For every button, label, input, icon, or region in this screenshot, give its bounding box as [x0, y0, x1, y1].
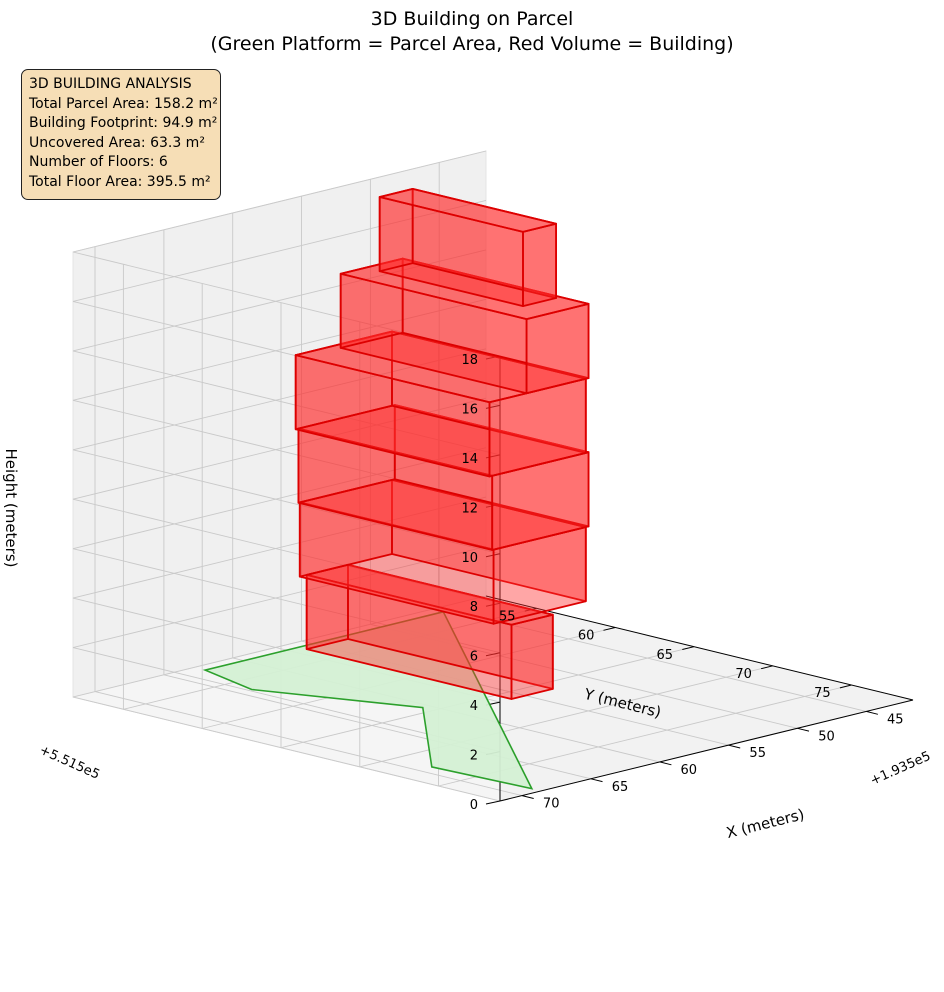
- z-tick-label: 0: [470, 798, 478, 813]
- x-tick-mark: [866, 710, 879, 715]
- grid-z-right: [72, 496, 487, 599]
- grid-z-left: [72, 449, 501, 555]
- x-offset-label: +1.935e5: [868, 749, 933, 789]
- grid-z-right: [72, 397, 487, 500]
- info-total-floor-area: Total Floor Area: 395.5 m²: [29, 173, 211, 190]
- z-tick-label: 14: [461, 452, 478, 467]
- z-tick-label: 10: [461, 551, 478, 566]
- z-tick-mark: [485, 404, 501, 409]
- z-tick-label: 16: [461, 402, 478, 417]
- z-axis-label: Height (meters): [2, 449, 20, 568]
- x-tick-label: 65: [612, 780, 629, 795]
- grid-z-right: [72, 249, 487, 352]
- grid-z-left: [72, 696, 501, 802]
- x-axis-label: X (meters): [724, 805, 806, 842]
- floor-face: [339, 257, 590, 321]
- grid-x-floor: [163, 674, 592, 780]
- x-tick-label: 50: [818, 729, 835, 744]
- x-axis-line: [485, 595, 914, 701]
- parcel-platform: [202, 610, 534, 790]
- floor-face: [378, 187, 557, 233]
- y-tick-mark: [760, 665, 773, 670]
- z-tick-mark: [485, 800, 501, 805]
- floor-box-5: [339, 257, 590, 395]
- y-tick-mark: [839, 684, 852, 689]
- z-tick-label: 4: [470, 699, 478, 714]
- y-axis-line: [499, 699, 914, 802]
- floor-box-1: [305, 563, 554, 700]
- x-tick-mark: [659, 761, 672, 766]
- x-tick-label: 45: [887, 713, 904, 728]
- z-tick-label: 2: [470, 749, 478, 764]
- grid-z-right: [72, 150, 487, 253]
- grid-z-right: [72, 298, 487, 401]
- z-tick-label: 18: [461, 353, 478, 368]
- x-tick-mark: [590, 778, 603, 783]
- z-tick-mark: [485, 454, 501, 459]
- y-tick-label: 65: [657, 648, 674, 663]
- x-tick-label: 60: [681, 763, 698, 778]
- grid-z-left: [72, 350, 501, 456]
- floor-box-3: [297, 404, 590, 551]
- floor-face: [294, 330, 587, 404]
- x-tick-label: 55: [749, 746, 766, 761]
- z-tick-label: 12: [461, 501, 478, 516]
- y-tick-label: 75: [814, 686, 831, 701]
- y-tick-label: 55: [499, 609, 516, 624]
- y-tick-label: 70: [735, 667, 752, 682]
- analysis-info-box: 3D BUILDING ANALYSIS Total Parcel Area: …: [21, 69, 221, 200]
- chart-title-line-1: 3D Building on Parcel: [371, 8, 574, 30]
- plot-area: [202, 187, 590, 790]
- z-tick-label: 6: [470, 650, 478, 665]
- z-tick-label: 8: [470, 600, 478, 615]
- grid-x-floor: [94, 691, 523, 797]
- info-building-footprint: Building Footprint: 94.9 m²: [29, 115, 218, 132]
- floor-face: [522, 222, 557, 308]
- info-heading: 3D BUILDING ANALYSIS: [29, 76, 192, 92]
- x-tick-mark: [728, 744, 741, 749]
- chart-title-line-2: (Green Platform = Parcel Area, Red Volum…: [210, 33, 733, 55]
- info-total-parcel-area: Total Parcel Area: 158.2 m²: [29, 95, 218, 112]
- floor-face: [510, 613, 554, 700]
- grid-z-right: [72, 447, 487, 550]
- floor-box-6: [378, 187, 557, 308]
- grid-z-left: [72, 498, 501, 604]
- y-offset-label: +5.515e5: [37, 743, 102, 783]
- x-tick-mark: [521, 795, 534, 799]
- y-tick-label: 60: [578, 629, 595, 644]
- floor-box-2: [298, 478, 587, 625]
- z-tick-mark: [485, 652, 501, 657]
- y-tick-mark: [682, 646, 695, 650]
- floor-box-4: [294, 330, 587, 478]
- axis-panes: [72, 150, 914, 802]
- x-tick-label: 70: [543, 797, 560, 812]
- x-tick-mark: [797, 727, 810, 732]
- y-tick-mark: [603, 627, 616, 631]
- info-uncovered-area: Uncovered Area: 63.3 m²: [29, 134, 205, 151]
- info-number-of-floors: Number of Floors: 6: [29, 154, 168, 171]
- grid-z-right: [72, 199, 487, 302]
- grid-z-right: [72, 595, 487, 698]
- grid-z-right: [72, 546, 487, 649]
- grid-y-floor: [280, 646, 695, 749]
